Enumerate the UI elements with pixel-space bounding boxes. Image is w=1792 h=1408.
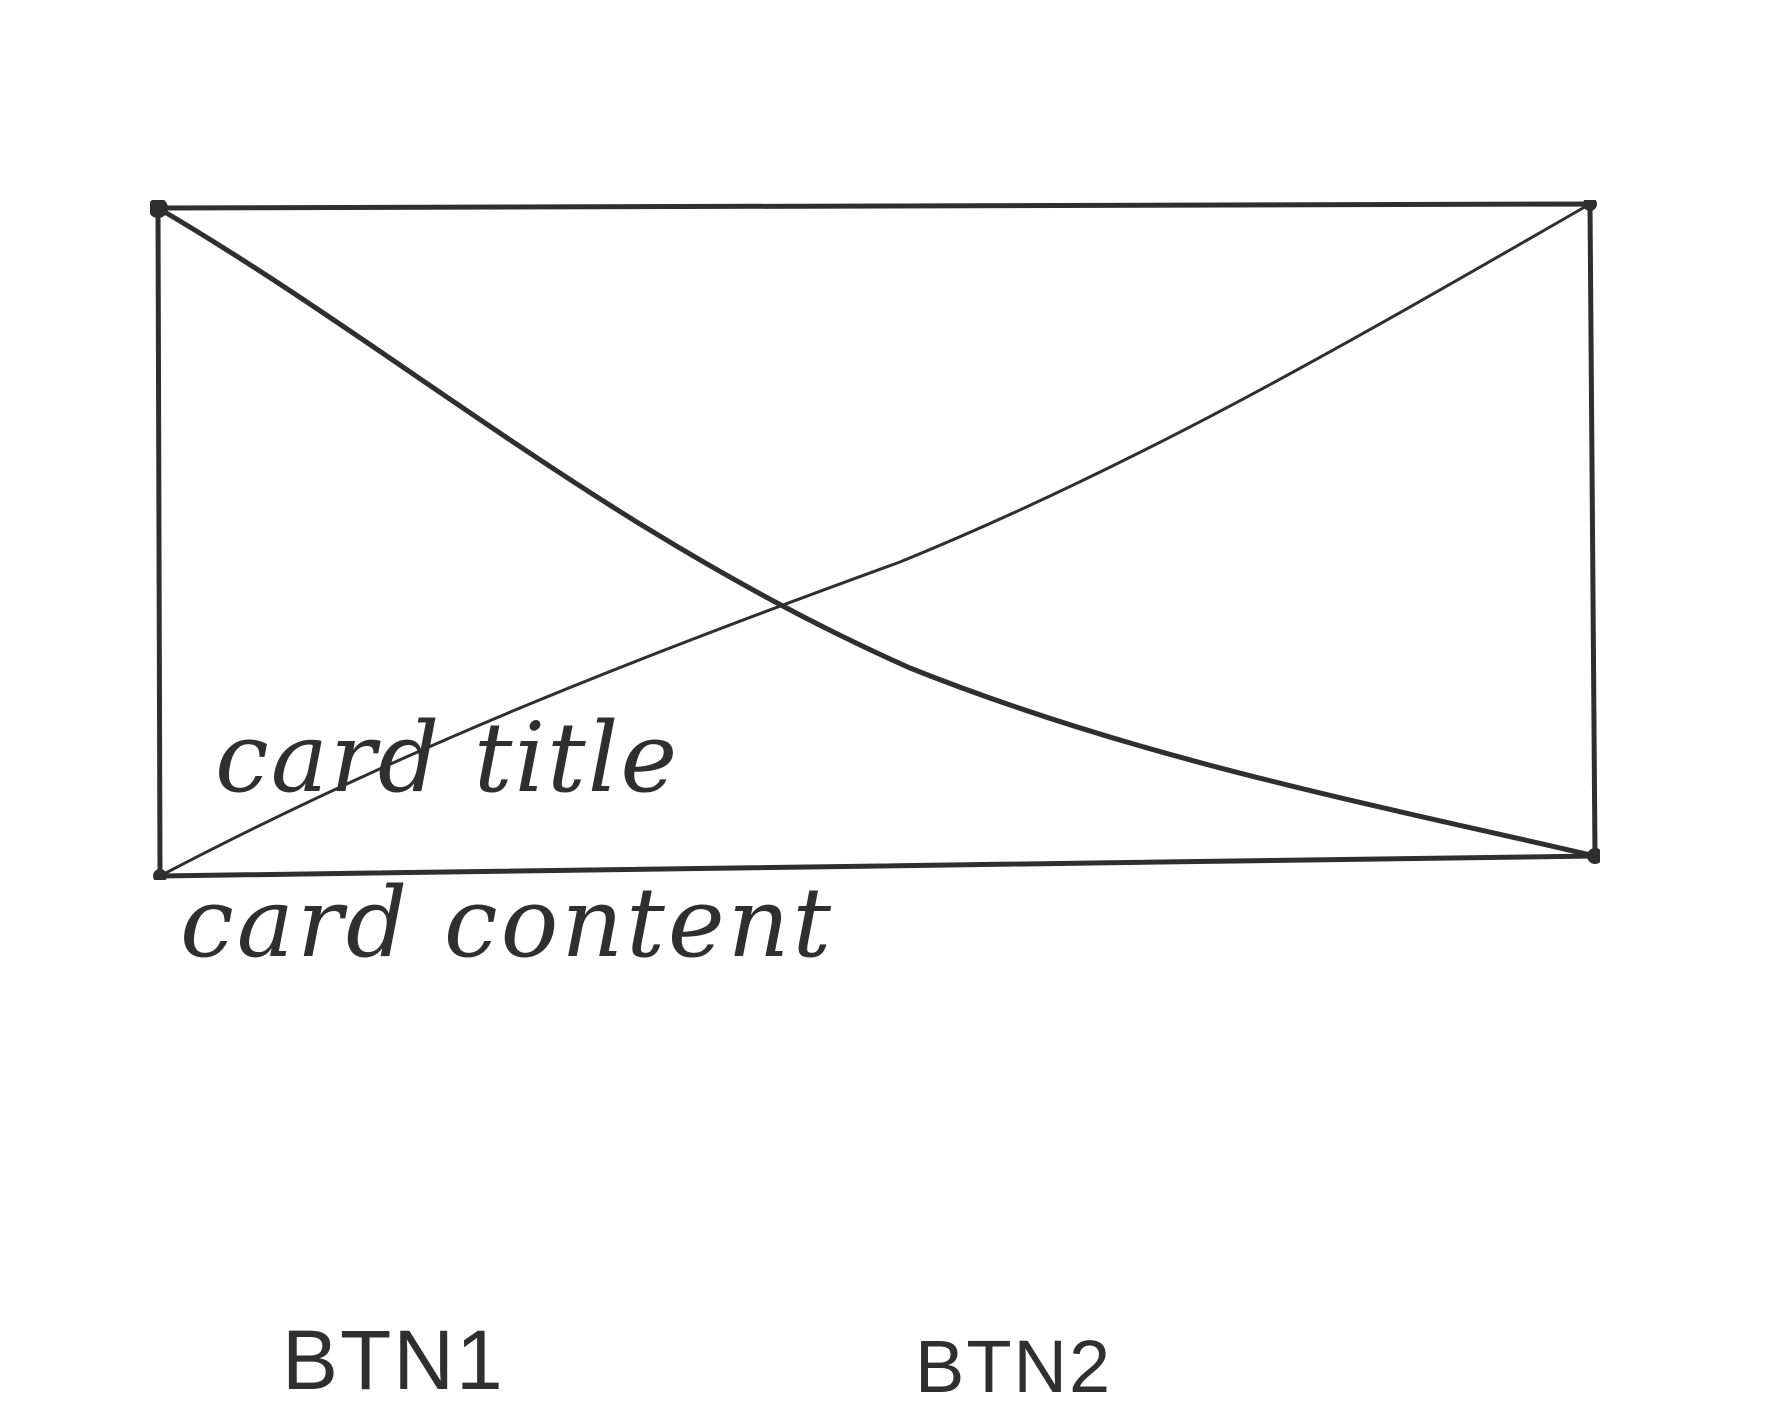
card-content: card content xyxy=(180,867,835,979)
btn1-button[interactable]: BTN1 xyxy=(282,1313,505,1407)
card: card title card content xyxy=(150,200,1600,979)
card-title: card title xyxy=(215,702,680,814)
placeholder-diagonal-up xyxy=(158,202,1592,878)
placeholder-diagonal-down xyxy=(155,205,1598,859)
image-placeholder-icon xyxy=(150,200,1600,880)
btn2-button[interactable]: BTN2 xyxy=(915,1325,1113,1408)
